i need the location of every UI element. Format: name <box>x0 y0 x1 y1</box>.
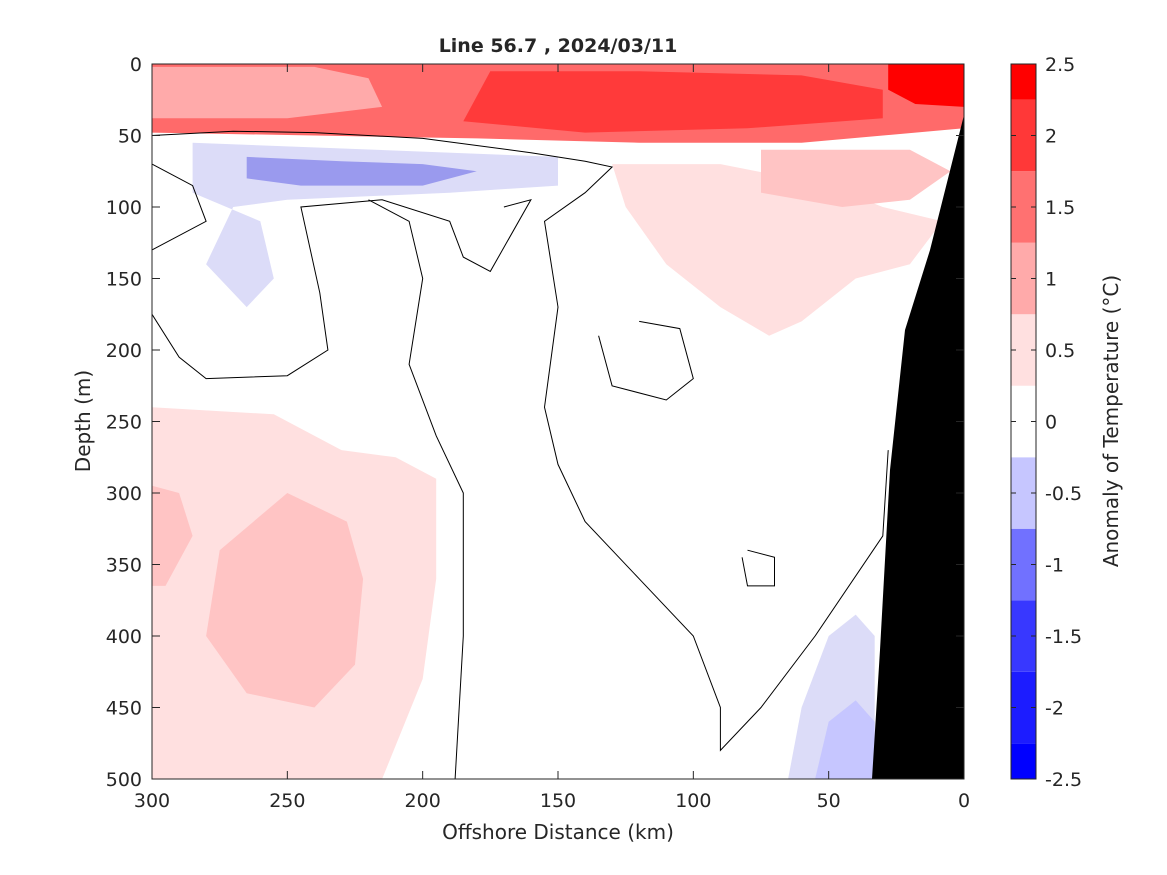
colorbar-tick-label: -2 <box>1045 698 1064 720</box>
colorbar-tick-label: -0.5 <box>1045 483 1082 505</box>
x-tick-label: 50 <box>817 790 841 812</box>
x-tick-label: 100 <box>675 790 711 812</box>
subsurface-warm-band-east <box>612 164 943 336</box>
zero-contours <box>152 130 889 779</box>
zero-contour-loop-west <box>152 199 532 380</box>
zero-contour-eddy-small <box>741 549 775 587</box>
colorbar-tick-label: -1 <box>1045 555 1064 577</box>
y-tick-label: 450 <box>106 698 142 720</box>
deep-warm-core-west <box>206 493 364 708</box>
deep-warm-core-edge <box>152 485 193 586</box>
colorbar-tick-label: 2 <box>1045 126 1057 148</box>
y-tick-label: 50 <box>118 126 142 148</box>
x-tick-label: 0 <box>958 790 970 812</box>
x-axis: 300 250 200 150 100 50 0 <box>134 64 970 812</box>
colorbar: -2.5 -2 -1.5 -1 -0.5 0 0.5 1 1.5 2 2.5 Anomaly of … <box>1010 54 1123 791</box>
y-tick-label: 100 <box>106 197 142 219</box>
y-tick-label: 300 <box>106 483 142 505</box>
colorbar-ticks: -2.5 -2 -1.5 -1 -0.5 0 0.5 1 1.5 2 2.5 <box>1011 54 1082 791</box>
colorbar-tick-label: 0 <box>1045 412 1057 434</box>
colorbar-tick-label: 1.5 <box>1045 197 1075 219</box>
colorbar-tick-label: -2.5 <box>1045 769 1082 791</box>
zero-contour-west <box>152 163 207 251</box>
colorbar-swatch <box>1011 64 1036 100</box>
land-mask <box>872 115 964 779</box>
y-axis: 0 50 100 150 200 250 300 350 400 450 500 <box>106 54 964 791</box>
colorbar-tick-label: 0.5 <box>1045 340 1075 362</box>
surface-warm-layer-core <box>463 71 883 133</box>
surface-warm-patch-west <box>152 66 383 119</box>
colorbar-tick-label: 2.5 <box>1045 54 1075 76</box>
x-axis-label: Offshore Distance (km) <box>442 820 674 844</box>
subsurface-warm-band-east-inner <box>761 149 951 207</box>
zero-contour-mixed-layer <box>152 130 889 752</box>
y-tick-label: 0 <box>130 54 142 76</box>
y-tick-label: 250 <box>106 412 142 434</box>
zero-contour-eddy-center <box>598 320 694 401</box>
y-tick-label: 150 <box>106 269 142 291</box>
cool-lens-west-core <box>246 156 477 186</box>
nearshore-warm-core <box>888 64 964 107</box>
y-axis-label: Depth (m) <box>71 370 95 472</box>
colorbar-label: Anomaly of Temperature (°C) <box>1099 275 1123 567</box>
y-tick-label: 500 <box>106 769 142 791</box>
colorbar-swatch <box>1011 743 1036 779</box>
x-tick-label: 200 <box>405 790 441 812</box>
colorbar-tick-label: 1 <box>1045 269 1057 291</box>
colorbar-tick-label: -1.5 <box>1045 626 1082 648</box>
y-tick-label: 350 <box>106 555 142 577</box>
cool-lens-west <box>192 142 558 308</box>
anomaly-regions <box>152 64 964 779</box>
y-tick-label: 400 <box>106 626 142 648</box>
x-tick-label: 150 <box>540 790 576 812</box>
x-tick-label: 300 <box>134 790 170 812</box>
zero-contour-mid <box>368 199 464 779</box>
deep-cool-core-nearshore <box>815 700 875 779</box>
chart-title: Line 56.7 , 2024/03/11 <box>439 35 678 57</box>
plot-area <box>151 63 965 780</box>
x-tick-label: 250 <box>269 790 305 812</box>
y-tick-label: 200 <box>106 340 142 362</box>
